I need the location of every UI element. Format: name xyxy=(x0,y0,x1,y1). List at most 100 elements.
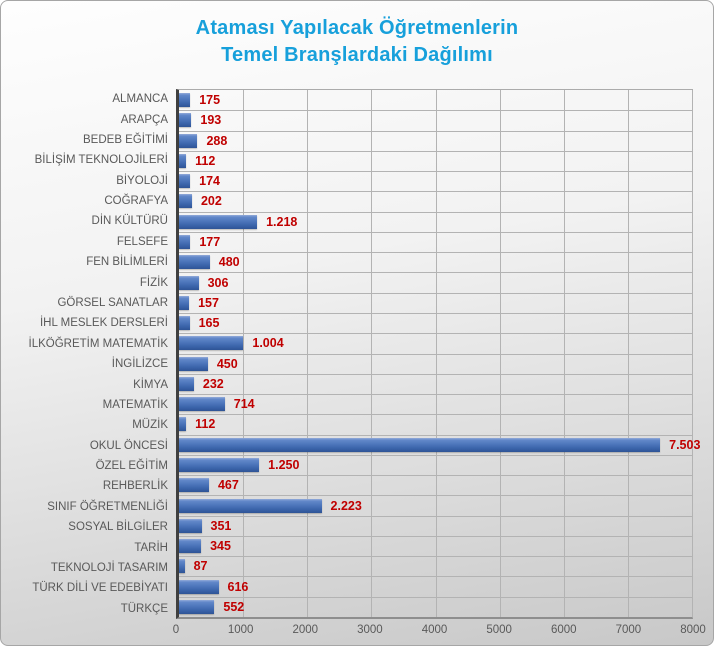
bar xyxy=(179,153,187,168)
gridline-horizontal xyxy=(179,353,692,355)
bar-row: 174 xyxy=(179,171,692,191)
gridline-horizontal xyxy=(179,312,692,314)
chart-title-line2: Temel Branşlardaki Dağılımı xyxy=(221,44,493,66)
bar xyxy=(179,417,187,432)
bar-row: 616 xyxy=(179,576,692,596)
bar xyxy=(179,559,185,574)
bar-row: 175 xyxy=(179,90,692,110)
gridline-horizontal xyxy=(179,414,692,416)
category-label: TÜRK DİLİ VE EDEBİYATI xyxy=(32,582,168,595)
category-label: ALMANCA xyxy=(112,93,168,106)
bar-row: 480 xyxy=(179,252,692,272)
gridline-horizontal xyxy=(179,191,692,193)
bar xyxy=(179,498,322,513)
category-label: KİMYA xyxy=(133,378,168,391)
value-label: 1.250 xyxy=(268,457,300,472)
gridline-horizontal xyxy=(179,231,692,233)
gridline-horizontal xyxy=(179,495,692,497)
bar-row: 552 xyxy=(179,597,692,617)
bar xyxy=(179,437,661,452)
x-tick-label: 4000 xyxy=(421,624,448,636)
value-label: 232 xyxy=(202,376,224,391)
value-label: 177 xyxy=(199,235,221,249)
category-label: ÖZEL EĞİTİM xyxy=(95,460,168,473)
bar xyxy=(179,336,244,351)
value-label: 616 xyxy=(227,579,249,594)
bar-row: 2.223 xyxy=(179,495,692,515)
gridline-horizontal xyxy=(179,130,692,132)
chart-title-line1: Ataması Yapılacak Öğretmenlerin xyxy=(195,17,519,39)
gridline-horizontal xyxy=(179,333,692,335)
bar-row: 467 xyxy=(179,475,692,495)
bar-row: 714 xyxy=(179,394,692,414)
x-tick-label: 6000 xyxy=(550,624,577,636)
value-label: 193 xyxy=(200,113,222,128)
plot-area: 175 193 288 112 174 202 1.218 177 480 306 157 165 1.… xyxy=(176,89,700,619)
bar-row: 306 xyxy=(179,272,692,292)
value-label: 1.004 xyxy=(252,336,284,351)
value-label: 351 xyxy=(210,518,232,533)
value-label: 288 xyxy=(206,133,228,148)
bar xyxy=(179,539,202,554)
gridline-horizontal xyxy=(179,475,692,477)
category-label: SOSYAL BİLGİLER xyxy=(68,521,168,534)
gridline-horizontal xyxy=(179,576,692,578)
category-label: MÜZİK xyxy=(132,419,168,432)
x-tick-label: 1000 xyxy=(227,624,254,636)
value-label: 7.503 xyxy=(669,437,701,452)
x-tick-label: 0 xyxy=(172,624,180,636)
bar-row: 288 xyxy=(179,131,692,151)
bar xyxy=(179,113,192,128)
bar xyxy=(179,255,210,270)
value-label: 165 xyxy=(198,316,220,331)
value-label: 2.223 xyxy=(330,498,362,513)
category-label: GÖRSEL SANATLAR xyxy=(57,297,168,310)
x-tick-label: 5000 xyxy=(486,624,512,636)
bar xyxy=(179,316,190,331)
bar xyxy=(179,235,191,249)
gridline-horizontal xyxy=(179,211,692,213)
bar-row: 351 xyxy=(179,516,692,536)
bar-row: 165 xyxy=(179,313,692,333)
bar-row: 7.503 xyxy=(179,435,700,455)
value-label: 175 xyxy=(199,93,221,108)
bar xyxy=(179,214,258,229)
bar xyxy=(179,599,215,614)
value-label: 174 xyxy=(199,174,221,189)
category-label: COĞRAFYA xyxy=(104,195,168,208)
bar-row: 1.250 xyxy=(179,455,692,475)
category-label: REHBERLİK xyxy=(102,480,168,493)
bar xyxy=(179,356,208,371)
value-label: 112 xyxy=(195,417,216,432)
category-label: MATEMATİK xyxy=(102,398,168,411)
category-label: TARİH xyxy=(134,541,168,554)
bar xyxy=(179,518,202,533)
x-tick-label: 7000 xyxy=(615,624,642,636)
value-label: 480 xyxy=(218,255,240,270)
bar xyxy=(179,133,198,148)
bar xyxy=(179,295,190,310)
bar xyxy=(179,194,192,209)
bar-row: 87 xyxy=(179,556,692,576)
gridline-horizontal xyxy=(179,292,692,294)
category-label: TÜRKÇE xyxy=(120,602,168,615)
category-label: OKUL ÖNCESİ xyxy=(89,439,168,452)
gridline-horizontal xyxy=(179,272,692,274)
bar xyxy=(179,397,225,412)
bar-row: 112 xyxy=(179,151,692,171)
bar xyxy=(179,93,191,108)
gridline-horizontal xyxy=(179,394,692,396)
bar xyxy=(179,478,209,493)
category-label: FİZİK xyxy=(139,276,168,289)
bar-row: 202 xyxy=(179,191,692,211)
category-label: BİYOLOJİ xyxy=(116,174,168,187)
bar-row: 177 xyxy=(179,232,692,252)
x-tick-label: 3000 xyxy=(357,624,383,636)
bar xyxy=(179,275,199,290)
value-label: 306 xyxy=(207,275,229,290)
category-label: BİLİŞİM TEKNOLOJİLERİ xyxy=(34,154,168,167)
category-label: SINIF ÖĞRETMENLİĞİ xyxy=(47,500,168,513)
category-label: ARAPÇA xyxy=(120,113,168,126)
category-label: İNGİLİZCE xyxy=(111,358,168,371)
